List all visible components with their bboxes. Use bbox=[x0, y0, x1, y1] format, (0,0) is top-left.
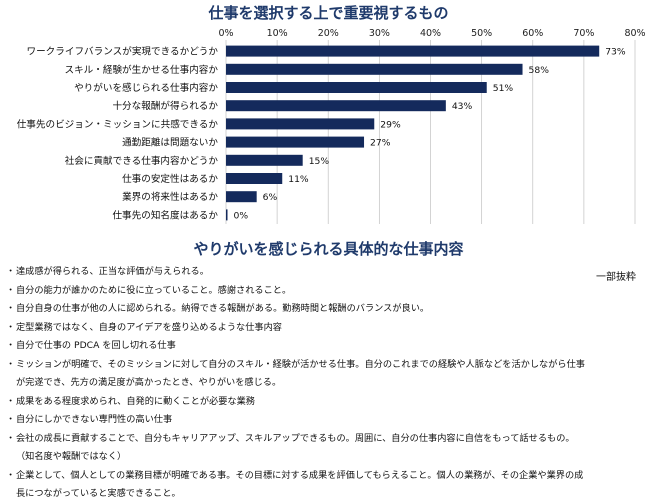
category-label: 仕事先の知名度はあるか bbox=[112, 209, 218, 221]
category-label: やりがいを感じられる仕事内容か bbox=[74, 82, 218, 94]
list-item: 会社の成長に貢献することで、自分もキャリアアップ、スキルアップできるもの。周囲に… bbox=[6, 430, 651, 467]
category-label: 通勤距離は問題ないか bbox=[122, 137, 218, 149]
list-item-line: 自分の能力が誰かのために役に立っていること。感謝されること。 bbox=[16, 284, 292, 296]
list-item-line: 長につながっていると実感できること。 bbox=[16, 488, 181, 499]
category-label: 社会に貢献できる仕事内容かどうか bbox=[65, 155, 219, 167]
bar bbox=[226, 45, 600, 57]
bar bbox=[226, 209, 228, 221]
list-item: 定型業務ではなく、自身のアイデアを盛り込めるような仕事内容 bbox=[6, 319, 651, 338]
data-label: 0% bbox=[234, 210, 249, 221]
category-label: 仕事の安定性はあるか bbox=[122, 173, 218, 185]
list-item: 自分自身の仕事が他の人に認められる。納得できる報酬がある。勤務時間と報酬のバラン… bbox=[6, 300, 651, 319]
data-label: 43% bbox=[452, 101, 473, 112]
bar-chart: 0% 10% 20% 30% 40% 50% 60% 70% 80% ワークライフバランスが実現で… bbox=[17, 28, 646, 224]
list-item-line: （知名度や報酬ではなく） bbox=[16, 451, 127, 462]
list-item-line: 達成感が得られる、正当な評価が与えられる。 bbox=[16, 266, 209, 277]
bar bbox=[226, 154, 303, 166]
bar bbox=[226, 63, 523, 75]
data-label: 11% bbox=[288, 174, 309, 185]
list-item-line: 成果をある程度求められ、自発的に動くことが必要な業務 bbox=[16, 395, 255, 407]
list-item: ミッションが明確で、そのミッションに対して自分のスキル・経験が活かせる仕事。自分… bbox=[6, 356, 651, 393]
list-item-line: が完遂でき、先方の満足度が高かったとき、やりがいを感じる。 bbox=[16, 377, 282, 388]
data-label: 29% bbox=[380, 119, 401, 130]
x-tick-label: 60% bbox=[522, 28, 543, 39]
list-item-line: 定型業務ではなく、自身のアイデアを盛り込めるような仕事内容 bbox=[16, 321, 282, 333]
category-label: 十分な報酬が得られるか bbox=[112, 100, 218, 112]
bar bbox=[226, 173, 283, 184]
x-tick-label: 10% bbox=[267, 28, 288, 39]
category-label: 仕事先のビジョン・ミッションに共感できるか bbox=[17, 118, 219, 130]
list-item: 企業として、個人としての業務目標が明確である事。その目標に対する成果を評価しても… bbox=[6, 467, 651, 504]
data-label: 15% bbox=[309, 156, 330, 167]
x-tick-label: 40% bbox=[420, 28, 441, 39]
x-tick-label: 30% bbox=[369, 28, 390, 39]
category-label: ワークライフバランスが実現できるかどうか bbox=[27, 46, 219, 58]
list-item-line: ミッションが明確で、そのミッションに対して自分のスキル・経験が活かせる仕事。自分… bbox=[16, 358, 585, 370]
data-label: 6% bbox=[263, 192, 278, 203]
list-item-line: 自分にしかできない専門性の高い仕事 bbox=[16, 414, 173, 425]
data-label: 27% bbox=[370, 138, 391, 149]
bar bbox=[226, 82, 487, 93]
category-label: スキル・経験が生かせる仕事内容か bbox=[65, 64, 219, 76]
list-item: 自分で仕事の PDCA を回し切れる仕事 bbox=[6, 337, 651, 356]
list-item: 自分にしかできない専門性の高い仕事 bbox=[6, 411, 651, 430]
data-label: 73% bbox=[605, 47, 626, 58]
category-label: 業界の将来性はあるか bbox=[122, 191, 218, 203]
list-item: 自分の能力が誰かのために役に立っていること。感謝されること。 bbox=[6, 282, 651, 301]
x-tick-label: 70% bbox=[573, 28, 594, 39]
list-item-line: 自分自身の仕事が他の人に認められる。納得できる報酬がある。勤務時間と報酬のバラン… bbox=[16, 303, 430, 314]
list-item-line: 企業として、個人としての業務目標が明確である事。その目標に対する成果を評価しても… bbox=[16, 469, 584, 481]
list-item-line: 自分で仕事の PDCA を回し切れる仕事 bbox=[16, 340, 176, 351]
list-item: 達成感が得られる、正当な評価が与えられる。 bbox=[6, 263, 651, 282]
list-item: 成果をある程度求められ、自発的に動くことが必要な業務 bbox=[6, 393, 651, 412]
x-tick-label: 20% bbox=[318, 28, 339, 39]
content-list: 達成感が得られる、正当な評価が与えられる。自分の能力が誰かのために役に立っている… bbox=[6, 263, 651, 504]
x-tick-label: 0% bbox=[218, 28, 233, 39]
list-item-line: 会社の成長に貢献することで、自分もキャリアアップ、スキルアップできるもの。周囲に… bbox=[16, 432, 575, 444]
data-label: 51% bbox=[493, 83, 514, 94]
x-tick-label: 80% bbox=[624, 28, 645, 39]
data-label: 58% bbox=[529, 65, 550, 76]
bar bbox=[226, 191, 257, 203]
x-tick-label: 50% bbox=[471, 28, 492, 39]
bar bbox=[226, 100, 446, 112]
list-title: やりがいを感じられる具体的な仕事内容 bbox=[193, 240, 464, 258]
bar bbox=[226, 118, 375, 130]
bar bbox=[226, 136, 365, 148]
chart-title: 仕事を選択する上で重要視するもの bbox=[208, 4, 449, 22]
